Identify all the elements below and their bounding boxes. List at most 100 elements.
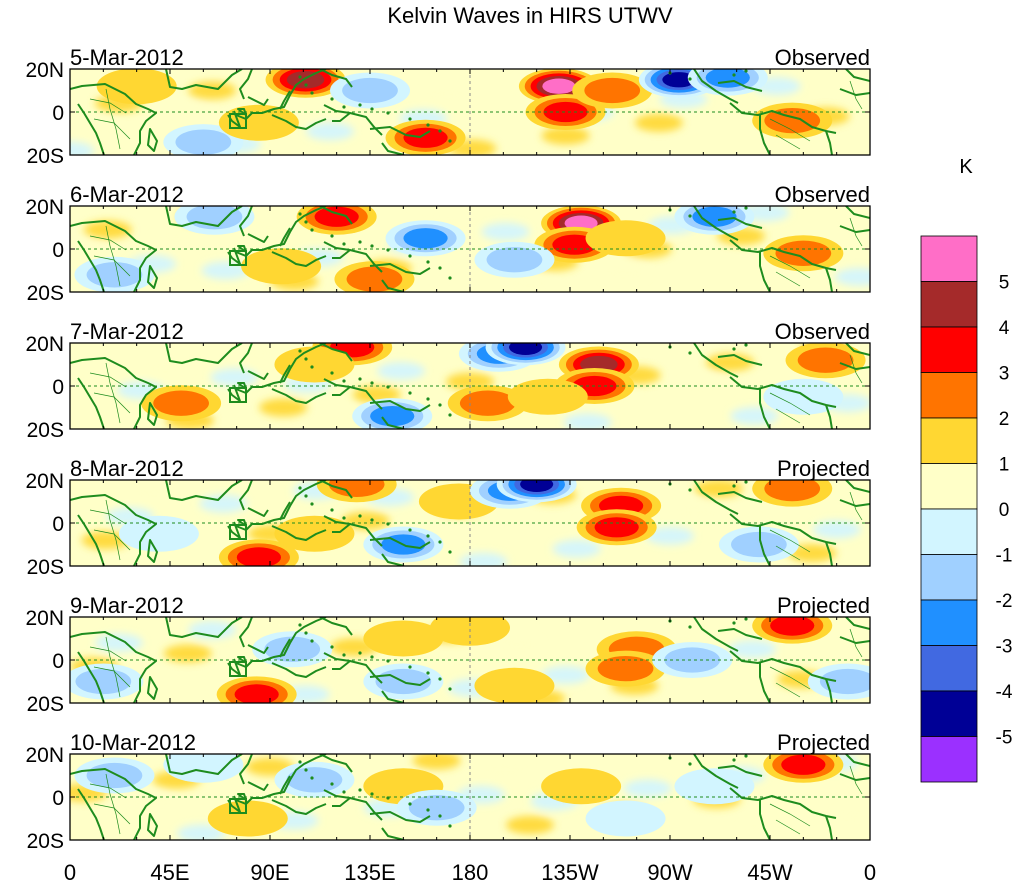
contour-level: [585, 220, 666, 257]
field-patch: [70, 370, 97, 389]
field-patch: [481, 222, 530, 241]
y-tick-label: 20S: [27, 419, 64, 442]
anomaly-blob: [585, 800, 666, 837]
contour-level: [552, 234, 597, 255]
panel-date: 8-Mar-2012: [70, 456, 184, 481]
y-tick-label: 20S: [27, 282, 64, 305]
reference-box: [229, 798, 247, 814]
field-patch: [552, 539, 601, 558]
y-tick-label: 20N: [25, 59, 64, 82]
anomaly-blob: [447, 385, 528, 422]
field-patch: [788, 544, 837, 563]
contour-level: [328, 480, 385, 497]
x-axis: 0 45E 90E 135E 180 135W 90W 45W 0: [64, 860, 876, 885]
contour-level: [764, 480, 821, 502]
x-tick-label: 0: [64, 860, 76, 885]
y-tick-label: 20N: [25, 607, 64, 630]
anomaly-blob: [118, 515, 199, 552]
field-patch: [423, 85, 472, 104]
chart-title: Kelvin Waves in HIRS UTWV: [387, 3, 673, 28]
field-patch: [694, 480, 743, 498]
anomaly-blob: [430, 617, 510, 646]
contour-level: [664, 647, 721, 673]
colorbar-swatch: [920, 463, 978, 510]
field-patch: [730, 407, 779, 426]
anomaly-blob: [74, 757, 155, 794]
anomaly-blob: [576, 509, 657, 546]
colorbar-swatch: [920, 281, 978, 328]
anomaly-blob: [474, 667, 555, 703]
panel-1: 5-Mar-2012 Observed 20N 0 20S: [25, 45, 871, 168]
panel-3: 7-Mar-2012 Observed 20N 0 20S: [25, 319, 871, 442]
y-tick-label: 0: [52, 239, 64, 262]
panel-date: 5-Mar-2012: [70, 45, 184, 70]
field-patch: [812, 520, 861, 539]
contour-level: [75, 668, 132, 695]
field-patch: [492, 635, 541, 654]
field-patch: [163, 105, 212, 124]
panel-status: Observed: [775, 182, 870, 207]
anomaly-blob: [474, 241, 555, 278]
contour-level: [286, 767, 343, 793]
field-patch: [83, 220, 132, 239]
contour-level: [597, 655, 654, 682]
y-tick-label: 20S: [27, 556, 64, 579]
anomaly-blob: [752, 617, 833, 644]
anomaly-blob: [70, 663, 144, 700]
field-patch: [459, 552, 508, 566]
x-tick-label: 135W: [541, 860, 599, 885]
field-patch: [599, 263, 648, 282]
panel-status: Observed: [775, 319, 870, 344]
y-tick-label: 0: [52, 513, 64, 536]
y-tick-label: 20N: [25, 470, 64, 493]
colorbar-label: 1: [999, 455, 1010, 476]
contour-level: [403, 127, 448, 148]
anomaly-blob: [585, 220, 666, 257]
colorbar-label: 4: [999, 318, 1010, 339]
anomaly-blob: [330, 72, 410, 109]
contour-level: [662, 72, 696, 88]
panel-status: Projected: [777, 730, 870, 755]
field-patch: [177, 824, 226, 840]
anomaly-blob: [216, 676, 297, 703]
panel-5: 9-Mar-2012 Projected 20N 0 20S: [25, 593, 871, 716]
colorbar-swatch: [920, 235, 978, 282]
anomaly-blob: [807, 663, 870, 700]
y-tick-label: 0: [52, 650, 64, 673]
anomaly-blob: [207, 800, 288, 837]
contour-level: [346, 266, 403, 292]
anomaly-blob: [274, 515, 355, 552]
reference-box: [229, 387, 247, 403]
colorbar-swatch: [920, 326, 978, 373]
field-patch: [128, 794, 177, 813]
field-patch: [541, 666, 590, 685]
x-tick-label: 90W: [647, 860, 692, 885]
field-patch: [163, 644, 212, 663]
anomaly-blob: [763, 378, 844, 415]
anomaly-blob: [334, 261, 415, 292]
contour-level: [731, 531, 787, 558]
contour-level: [314, 206, 359, 227]
field-patch: [541, 126, 590, 145]
contour-level: [430, 617, 510, 646]
reference-box: [229, 113, 247, 129]
panel-plot: [69, 68, 871, 156]
anomaly-blob: [674, 206, 755, 235]
field-patch: [210, 368, 259, 387]
x-tick-label: 135E: [344, 860, 395, 885]
colorbar-swatch: [920, 554, 978, 601]
x-tick-label: 45W: [747, 860, 792, 885]
colorbar-swatch: [920, 599, 978, 646]
panel-status: Projected: [777, 593, 870, 618]
contour-level: [674, 768, 755, 805]
panel-4: 8-Mar-2012 Projected 20N 0 20S: [25, 456, 871, 579]
anomaly-blob: [785, 343, 866, 379]
y-tick-label: 20S: [27, 145, 64, 168]
anomaly-blob: [274, 346, 355, 383]
anomaly-blob: [396, 789, 477, 826]
field-patch: [259, 398, 308, 417]
panel-plot: [69, 753, 871, 841]
contour-level: [408, 795, 465, 821]
x-tick-label: 180: [452, 860, 489, 885]
reference-box: [229, 661, 247, 677]
